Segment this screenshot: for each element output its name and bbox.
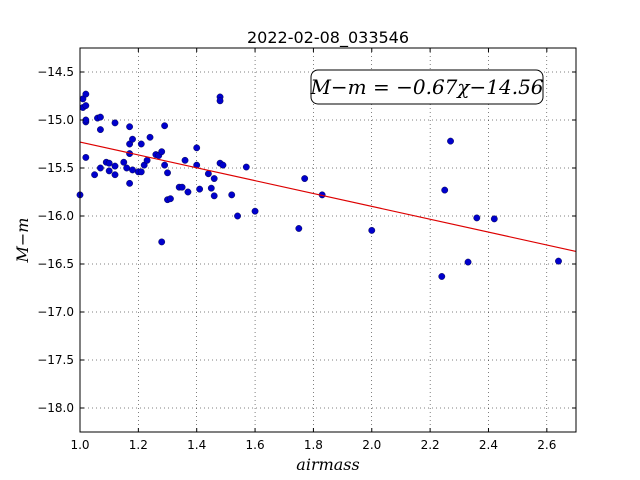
y-tick-label: −17.5 [37, 353, 74, 367]
data-point [161, 161, 169, 169]
data-point [137, 168, 145, 176]
data-point [120, 158, 128, 166]
data-point [301, 175, 309, 182]
y-tick-label: −18.0 [37, 401, 74, 415]
x-axis-label: airmass [296, 455, 359, 474]
annotation-box [310, 69, 544, 105]
data-point [181, 156, 189, 164]
data-point [126, 179, 134, 187]
data-point [438, 273, 446, 280]
data-point [129, 135, 136, 143]
x-tick-label: 2.2 [421, 438, 440, 452]
data-point [196, 185, 204, 193]
x-tick-label: 2.0 [362, 438, 381, 452]
data-point [295, 225, 303, 232]
data-point [228, 191, 236, 199]
fit-line [79, 141, 577, 253]
data-point [234, 212, 241, 220]
data-point [447, 137, 454, 145]
data-point [204, 170, 212, 178]
data-point [216, 97, 224, 105]
x-tick-label: 1.4 [187, 438, 206, 452]
y-tick-label: −16.5 [37, 257, 74, 271]
data-point [193, 144, 201, 152]
data-point [82, 90, 90, 98]
data-point [242, 163, 250, 171]
chart-title: 2022-02-08_033546 [247, 28, 409, 48]
data-point [111, 171, 119, 179]
data-point [368, 226, 376, 234]
data-point [251, 207, 259, 215]
y-tick-label: −15.0 [37, 113, 74, 127]
data-point [91, 171, 98, 179]
annotation-text: M−m = −0.67χ−14.56 [309, 75, 543, 99]
data-point [555, 257, 562, 265]
data-point [207, 184, 215, 192]
grid [79, 48, 576, 432]
axis-ticks [79, 48, 576, 432]
data-point [464, 258, 472, 266]
data-point [143, 156, 151, 164]
data-point [184, 188, 192, 196]
y-tick-label: −15.5 [37, 161, 74, 175]
x-tick-label: 1.2 [129, 438, 148, 452]
y-tick-label: −17.0 [37, 305, 74, 319]
data-point [123, 164, 131, 172]
data-point [97, 113, 104, 121]
data-point [161, 122, 169, 130]
tick-labels: 1.0 1.2 1.4 1.6 1.8 2.0 2.2 2.4 2.6 −14.5 −15.0 −15… [37, 65, 556, 452]
x-tick-label: 1.0 [70, 438, 89, 452]
data-point [473, 214, 481, 222]
data-point [105, 167, 113, 175]
scatter-points [76, 90, 562, 280]
data-point [441, 186, 449, 194]
data-point [210, 192, 218, 200]
data-point [126, 123, 134, 131]
x-tick-label: 1.8 [304, 438, 323, 452]
data-point [82, 154, 90, 161]
plot-frame [79, 47, 577, 433]
data-point [146, 133, 154, 141]
data-point [178, 183, 186, 191]
data-point [219, 161, 227, 169]
data-point [129, 166, 136, 174]
data-point [167, 195, 174, 203]
data-point [490, 215, 498, 223]
x-tick-label: 2.4 [479, 438, 498, 452]
data-point [210, 175, 218, 182]
fit-annotation: M−m = −0.67χ−14.56 [309, 69, 544, 105]
data-point [158, 238, 166, 246]
data-point [111, 119, 119, 127]
data-point [137, 140, 145, 148]
y-tick-label: −16.0 [37, 209, 74, 223]
data-point [111, 162, 119, 170]
data-point [82, 102, 90, 110]
data-point [164, 169, 171, 177]
y-axis-label: M−m [13, 218, 32, 264]
data-point [105, 159, 113, 167]
data-point [158, 148, 166, 156]
y-tick-label: −14.5 [37, 65, 74, 79]
data-point [97, 164, 104, 172]
data-point [97, 126, 104, 134]
x-tick-label: 2.6 [537, 438, 556, 452]
x-tick-label: 1.6 [246, 438, 265, 452]
